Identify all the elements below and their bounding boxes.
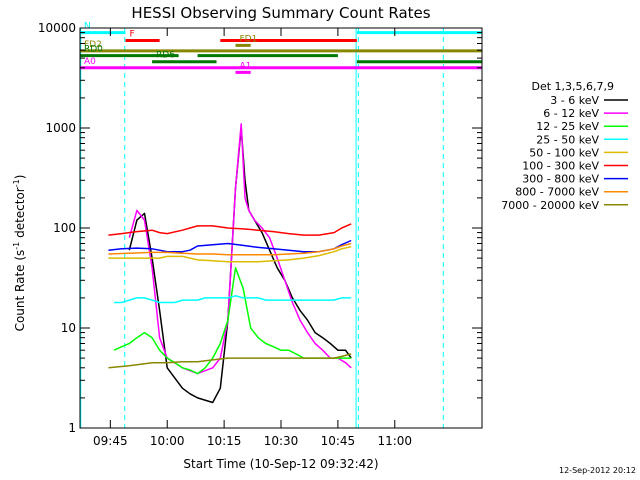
y-tick-label-3: 1000 — [45, 121, 76, 135]
legend-label-0: 3 - 6 keV — [550, 94, 599, 107]
series-line-4 — [108, 245, 352, 263]
x-tick-label-5: 11:00 — [377, 434, 412, 448]
y-axis-label: Count Rate (s-1 detector-1) — [12, 175, 27, 332]
series-line-1 — [128, 123, 352, 375]
series-line-8 — [108, 353, 352, 369]
x-axis-label: Start Time (10-Sep-12 09:32:42) — [183, 457, 378, 471]
y-tick-label-1: 10 — [61, 321, 76, 335]
flag-label-0: N — [84, 22, 91, 32]
flag-label-5: RD6 — [156, 51, 175, 61]
flag-label-3: FD2 — [84, 40, 102, 50]
legend-label-6: 300 - 800 keV — [522, 173, 599, 186]
y-label-sup1: -1 — [12, 242, 21, 250]
series-line-7 — [108, 242, 352, 256]
x-tick-label-1: 10:00 — [150, 434, 185, 448]
y-tick-label-4: 10000 — [38, 21, 76, 35]
y-label-end: ) — [13, 175, 27, 180]
y-label-main: Count Rate (s — [13, 250, 27, 332]
series-layer — [108, 123, 352, 404]
x-tick-label-2: 10:15 — [207, 434, 242, 448]
legend-label-5: 100 - 300 keV — [522, 160, 599, 173]
series-line-3 — [114, 295, 352, 304]
series-line-5 — [108, 223, 352, 236]
legend-title: Det 1,3,5,6,7,9 — [531, 80, 614, 93]
series-line-0 — [128, 127, 352, 404]
flag-label-4: RD0 — [84, 45, 103, 55]
legend-label-3: 25 - 50 keV — [536, 133, 599, 146]
footer-date: 12-Sep-2012 20:12 — [559, 466, 636, 475]
markers-layer — [80, 28, 444, 428]
legend-label-1: 6 - 12 keV — [543, 107, 599, 120]
y-tick-label-2: 100 — [53, 221, 76, 235]
legend-label-4: 50 - 100 keV — [529, 146, 599, 159]
flag-label-1: F — [130, 29, 135, 39]
flag-label-6: A0 — [84, 57, 96, 67]
legend-label-8: 7000 - 20000 keV — [501, 199, 599, 212]
x-tick-label-0: 09:45 — [93, 434, 128, 448]
y-label-sup2: -1 — [12, 179, 21, 187]
y-tick-label-0: 1 — [68, 421, 76, 435]
legend-label-2: 12 - 25 keV — [536, 120, 599, 133]
x-tick-label-3: 10:30 — [264, 434, 299, 448]
x-tick-label-4: 10:45 — [321, 434, 356, 448]
legend-label-7: 800 - 7000 keV — [515, 186, 599, 199]
axes-layer: 09:45 10:00 10:15 10:30 10:45 11:00 1 10 100 1000… — [38, 21, 482, 448]
y-axis-label-text: Count Rate (s-1 detector-1) — [12, 175, 27, 332]
y-label-mid: detector — [13, 187, 27, 242]
flag-label-2: FD1 — [239, 34, 257, 44]
flag-label-7: A1 — [239, 61, 251, 71]
chart-title: HESSI Observing Summary Count Rates — [131, 4, 430, 22]
